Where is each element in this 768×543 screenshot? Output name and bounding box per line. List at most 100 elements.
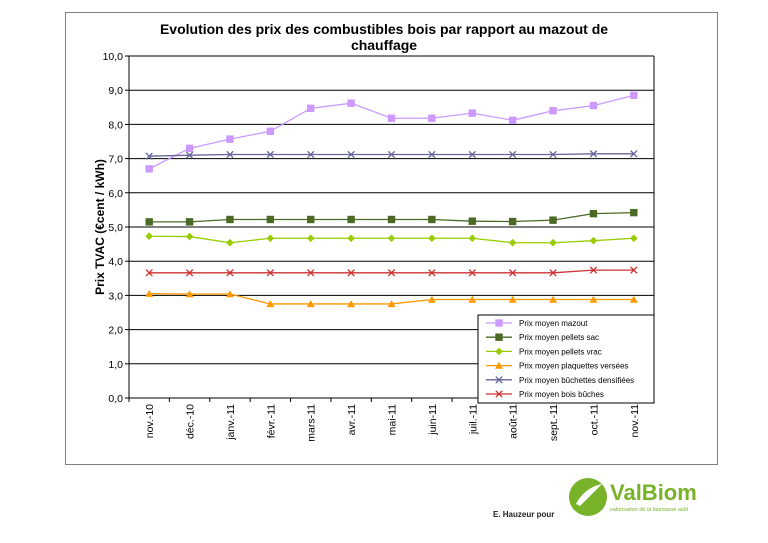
- data-point: [428, 150, 436, 159]
- data-point: [307, 104, 315, 113]
- x-tick-label: mai-11: [387, 404, 399, 435]
- data-point: [226, 135, 234, 143]
- data-point: [307, 215, 315, 224]
- data-point: [549, 150, 557, 159]
- x-tick-label: juin-11: [427, 404, 439, 436]
- data-point: [347, 99, 355, 107]
- valbiom-logo: ValBiom valorisation de la biomasse asbl: [569, 478, 697, 516]
- data-point: [347, 150, 355, 159]
- y-tick-label: 2,0: [108, 325, 123, 337]
- y-tick-label: 1,0: [108, 359, 123, 371]
- data-point: [387, 234, 396, 243]
- data-point: [428, 234, 436, 243]
- data-point: [145, 289, 154, 297]
- x-tick-label: nov.-11: [629, 404, 641, 438]
- logo-text: ValBiom: [610, 480, 697, 505]
- legend-entry: Prix moyen mazout: [519, 319, 588, 328]
- data-point: [589, 236, 598, 245]
- data-point: [347, 269, 355, 277]
- data-point: [387, 269, 396, 277]
- data-point: [307, 269, 315, 277]
- data-point: [589, 209, 598, 218]
- data-point: [468, 295, 477, 303]
- data-point: [145, 218, 153, 226]
- data-point: [468, 109, 476, 117]
- data-point: [630, 91, 638, 100]
- data-point: [226, 269, 234, 277]
- data-point: [508, 295, 517, 303]
- legend-marker: [495, 376, 503, 384]
- data-point: [347, 215, 355, 224]
- data-point: [387, 300, 396, 308]
- data-point: [185, 232, 194, 241]
- data-point: [508, 217, 517, 226]
- data-point: [226, 238, 234, 247]
- x-tick-label: mars-11: [306, 404, 318, 442]
- data-point: [468, 217, 476, 225]
- data-point: [185, 290, 194, 298]
- data-point: [589, 101, 598, 110]
- data-point: [630, 266, 638, 274]
- legend: Prix moyen mazout Prix moyen pellets sac P…: [477, 314, 655, 404]
- data-point: [428, 215, 436, 224]
- legend-marker: [495, 347, 503, 356]
- logo-tagline: valorisation de la biomasse asbl: [610, 507, 689, 513]
- y-axis-label: Prix TVAC (€cent / kWh): [93, 159, 107, 295]
- data-point: [226, 150, 234, 159]
- data-point: [266, 234, 275, 243]
- data-point: [387, 215, 396, 224]
- data-point: [145, 269, 153, 277]
- data-point: [387, 114, 396, 122]
- legend-marker: [495, 319, 503, 327]
- chart-svg: Evolution des prix des combustibles bois…: [93, 21, 655, 442]
- series-line: [148, 94, 634, 170]
- data-point: [508, 238, 517, 247]
- y-tick-label: 4,0: [108, 256, 123, 268]
- x-tick-label: sept.-11: [548, 404, 560, 441]
- data-point: [428, 269, 436, 277]
- data-point: [185, 151, 194, 159]
- legend-marker: [495, 390, 503, 398]
- legend-entry: Prix moyen plaquettes versées: [519, 362, 628, 371]
- data-point: [266, 215, 275, 224]
- logo-leaf-icon: [576, 484, 602, 506]
- data-point: [185, 144, 194, 153]
- data-point: [630, 234, 638, 243]
- data-point: [185, 218, 194, 226]
- data-point: [549, 216, 557, 224]
- data-point: [630, 150, 638, 158]
- data-point: [549, 107, 557, 115]
- data-point: [145, 232, 153, 241]
- data-point: [589, 150, 598, 158]
- data-point: [387, 150, 396, 159]
- data-point: [185, 269, 194, 277]
- legend-marker: [495, 333, 503, 341]
- data-point: [307, 150, 315, 159]
- data-point: [629, 295, 638, 303]
- y-tick-label: 10,0: [103, 51, 124, 63]
- data-point: [266, 269, 275, 277]
- plot-area: 0,0 1,0 2,0 3,0 4,0 5,0 6,0 7,0 8,0 9,0 10,0 nov.-1…: [103, 51, 655, 442]
- x-tick-label: nov.-10: [144, 404, 156, 438]
- data-point: [266, 150, 275, 159]
- data-point: [306, 234, 315, 243]
- legend-entry: Prix moyen bois bûches: [519, 390, 604, 399]
- data-point: [226, 215, 234, 224]
- data-point: [549, 295, 558, 303]
- data-point: [589, 266, 598, 274]
- data-point: [468, 269, 476, 277]
- y-tick-label: 7,0: [108, 154, 123, 166]
- legend-box: [477, 314, 655, 404]
- data-point: [508, 116, 517, 124]
- data-point: [145, 152, 153, 160]
- y-tick-label: 6,0: [108, 188, 123, 200]
- x-tick-label: févr.-11: [265, 404, 277, 438]
- chart-frame: Evolution des prix des combustibles bois…: [65, 12, 718, 465]
- x-tick-label: juil.-11: [467, 404, 479, 435]
- data-point: [508, 150, 517, 159]
- x-tick-label: avr.-11: [346, 404, 358, 435]
- x-tick-label: août-11: [508, 404, 520, 439]
- chart-title-line-2: chauffage: [351, 37, 417, 53]
- data-point: [589, 295, 598, 303]
- y-tick-label: 5,0: [108, 222, 123, 234]
